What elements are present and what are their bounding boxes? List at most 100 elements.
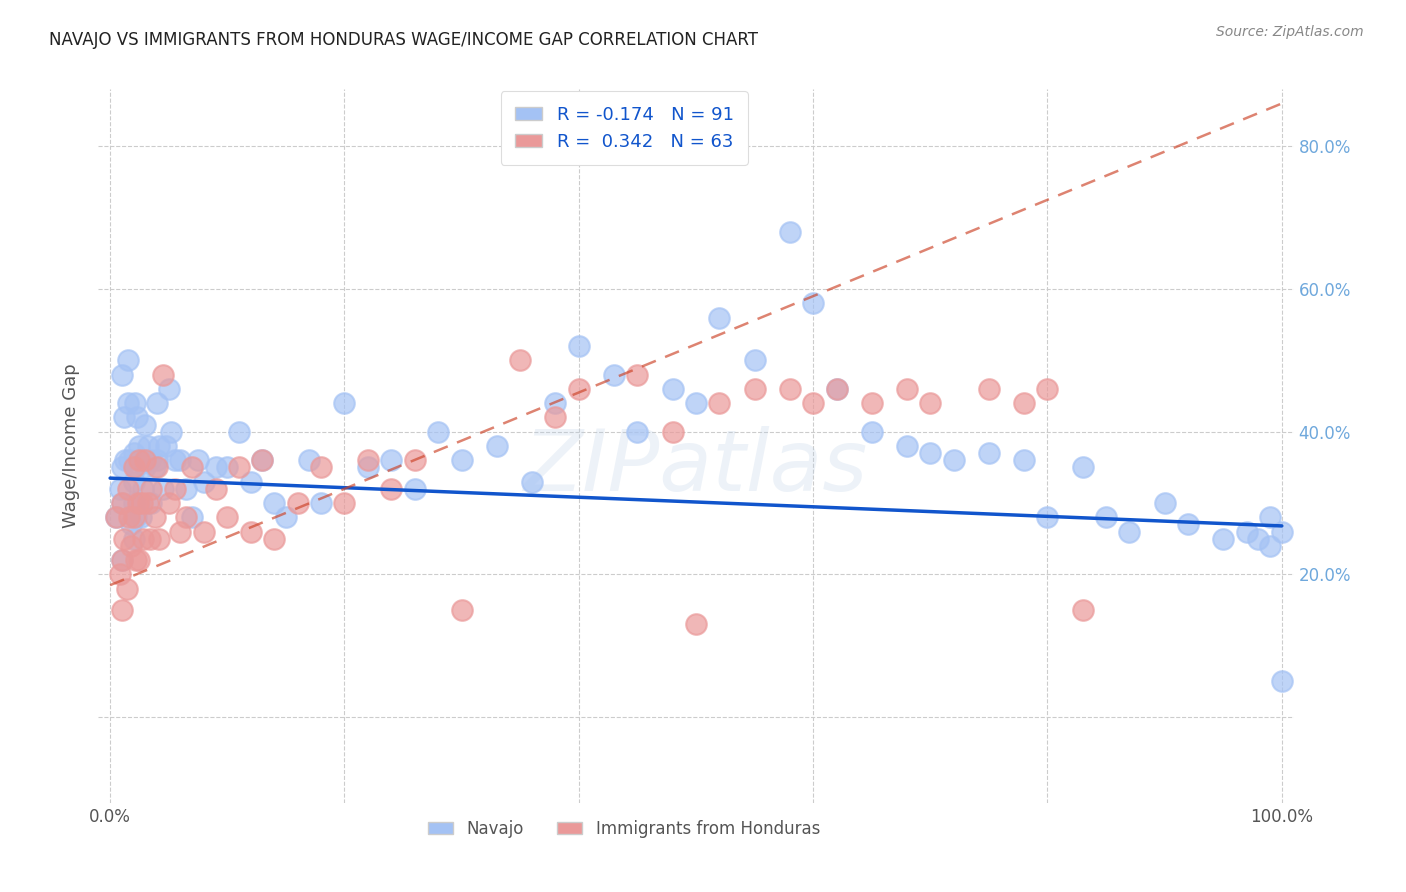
Point	[128, 553, 150, 567]
Point	[105, 510, 128, 524]
Point	[131, 496, 153, 510]
Point	[111, 460, 134, 475]
Point	[228, 425, 250, 439]
Point	[134, 460, 156, 475]
Point	[977, 382, 1000, 396]
Point	[143, 460, 166, 475]
Point	[380, 453, 402, 467]
Point	[427, 425, 450, 439]
Point	[1258, 539, 1281, 553]
Point	[163, 482, 186, 496]
Point	[152, 482, 174, 496]
Point	[105, 510, 128, 524]
Point	[801, 396, 824, 410]
Point	[1095, 510, 1118, 524]
Point	[1036, 382, 1059, 396]
Point	[134, 417, 156, 432]
Point	[112, 410, 135, 425]
Point	[112, 532, 135, 546]
Point	[127, 410, 149, 425]
Point	[125, 510, 148, 524]
Point	[1071, 460, 1094, 475]
Point	[129, 510, 152, 524]
Point	[111, 553, 134, 567]
Point	[122, 446, 145, 460]
Point	[252, 453, 274, 467]
Point	[146, 396, 169, 410]
Point	[485, 439, 508, 453]
Point	[333, 396, 356, 410]
Point	[263, 496, 285, 510]
Point	[1177, 517, 1199, 532]
Point	[174, 510, 197, 524]
Point	[1212, 532, 1234, 546]
Point	[122, 496, 145, 510]
Point	[174, 482, 197, 496]
Point	[685, 396, 707, 410]
Point	[204, 482, 226, 496]
Point	[134, 453, 156, 467]
Point	[163, 453, 186, 467]
Point	[1118, 524, 1140, 539]
Point	[920, 446, 942, 460]
Point	[181, 460, 204, 475]
Point	[1271, 674, 1294, 689]
Point	[450, 453, 472, 467]
Point	[132, 532, 155, 546]
Point	[357, 460, 380, 475]
Point	[122, 460, 145, 475]
Point	[131, 453, 153, 467]
Point	[1012, 453, 1035, 467]
Point	[108, 567, 131, 582]
Point	[128, 453, 150, 467]
Point	[217, 510, 239, 524]
Point	[141, 482, 163, 496]
Point	[274, 510, 297, 524]
Point	[169, 524, 191, 539]
Point	[117, 396, 139, 410]
Point	[544, 396, 567, 410]
Point	[146, 460, 169, 475]
Point	[118, 510, 141, 524]
Point	[139, 453, 162, 467]
Point	[152, 368, 174, 382]
Point	[860, 425, 883, 439]
Point	[603, 368, 626, 382]
Point	[127, 496, 149, 510]
Point	[157, 382, 180, 396]
Point	[122, 532, 145, 546]
Point	[709, 310, 731, 325]
Point	[111, 603, 134, 617]
Point	[333, 496, 356, 510]
Point	[139, 532, 162, 546]
Point	[404, 482, 426, 496]
Point	[239, 524, 262, 539]
Point	[120, 539, 142, 553]
Point	[896, 382, 918, 396]
Point	[141, 496, 163, 510]
Point	[544, 410, 567, 425]
Point	[1036, 510, 1059, 524]
Point	[181, 510, 204, 524]
Point	[1258, 510, 1281, 524]
Point	[896, 439, 918, 453]
Point	[136, 439, 159, 453]
Point	[626, 368, 648, 382]
Point	[124, 396, 146, 410]
Point	[148, 532, 170, 546]
Point	[111, 496, 134, 510]
Point	[187, 453, 209, 467]
Point	[115, 582, 138, 596]
Point	[111, 496, 134, 510]
Point	[169, 453, 191, 467]
Point	[568, 382, 591, 396]
Point	[661, 425, 683, 439]
Point	[661, 382, 683, 396]
Point	[128, 496, 150, 510]
Point	[942, 453, 965, 467]
Point	[568, 339, 591, 353]
Point	[626, 425, 648, 439]
Point	[204, 460, 226, 475]
Point	[309, 496, 332, 510]
Point	[977, 446, 1000, 460]
